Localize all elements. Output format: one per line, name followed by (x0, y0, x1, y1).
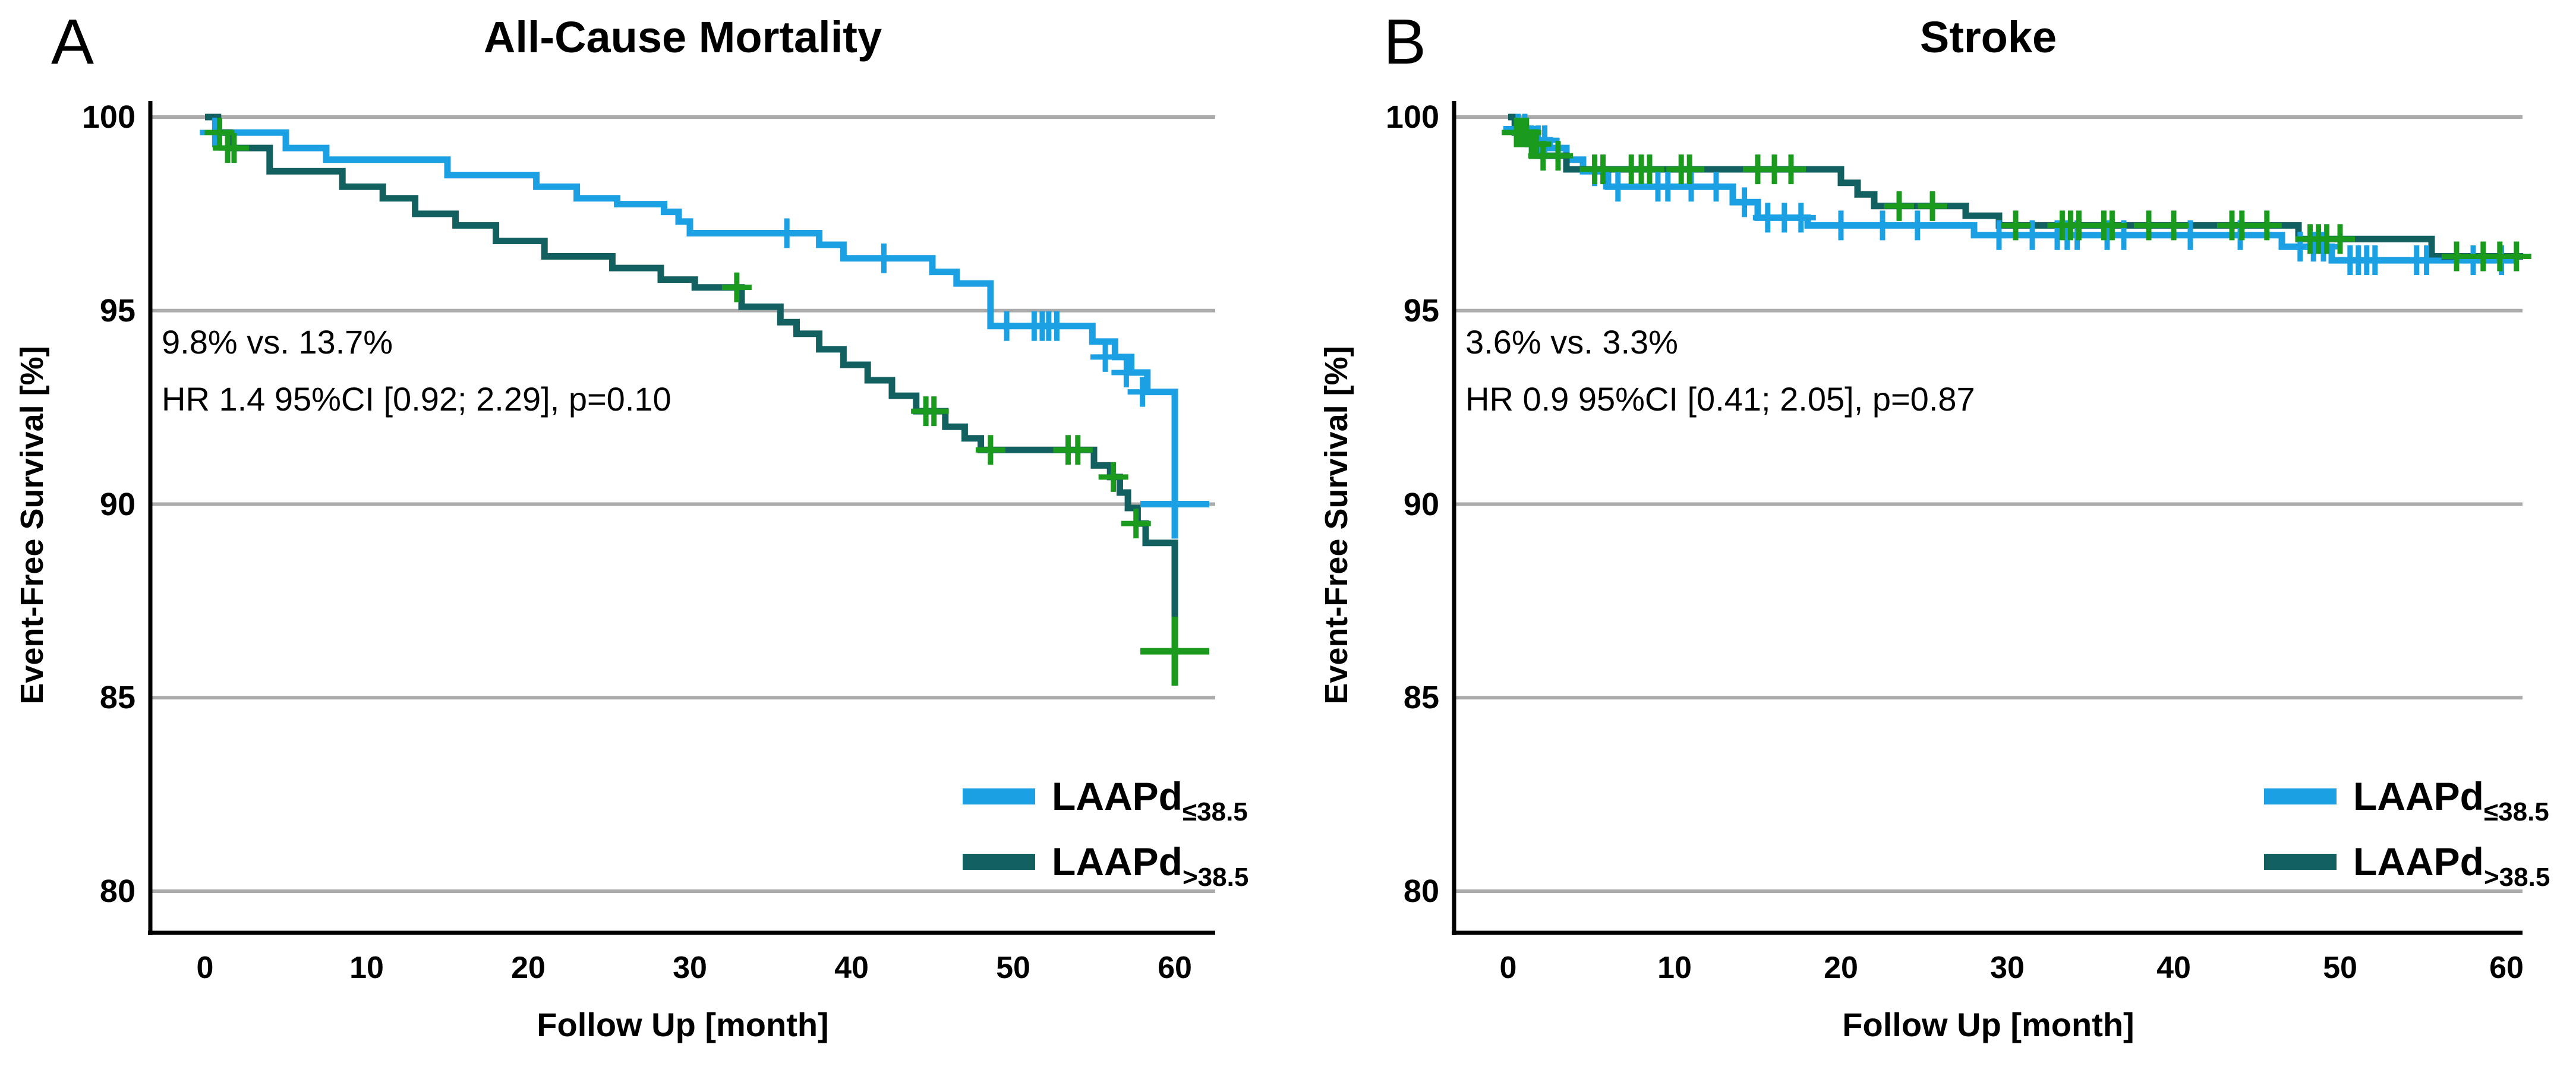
legend-swatch-blue (2264, 788, 2337, 804)
legend-label-base: LAAPd (1052, 774, 1183, 818)
legend-swatch-teal (2264, 853, 2337, 870)
legend-label-subscript: ≤38.5 (1182, 797, 1248, 826)
panel-b-x-tick-40: 40 (2156, 951, 2191, 985)
panel-b-x-tick-60: 60 (2489, 951, 2524, 985)
panel-b-letter: B (1383, 5, 1427, 77)
panel-a-annotation: 9.8% vs. 13.7% HR 1.4 95%CI [0.92; 2.29]… (162, 314, 671, 428)
legend-label: LAAPd>38.5 (2353, 839, 2550, 892)
legend-label-base: LAAPd (2353, 840, 2484, 883)
legend-label-base: LAAPd (1052, 840, 1183, 883)
panel-b-annotation-line1: 3.6% vs. 3.3% (1465, 323, 1678, 361)
legend-label-subscript: >38.5 (2483, 863, 2550, 892)
panel-b-y-tick-80: 80 (1403, 873, 1439, 909)
panel-a-x-axis-label: Follow Up [month] (537, 1006, 829, 1043)
panel-a-x-tick-10: 10 (349, 951, 384, 985)
legend-label: LAAPd>38.5 (1052, 839, 1248, 892)
legend-label: LAAPd≤38.5 (1052, 774, 1248, 826)
legend-item-laapd-gt38.5: LAAPd>38.5 (963, 833, 1248, 892)
panel-a-title: All-Cause Mortality (483, 12, 882, 62)
panel-b-y-tick-95: 95 (1403, 292, 1439, 329)
panel-b-y-tick-100: 100 (1385, 99, 1439, 135)
legend-label-subscript: >38.5 (1182, 863, 1249, 892)
panel-a-x-tick-40: 40 (834, 951, 869, 985)
panel-b-x-tick-20: 20 (1824, 951, 1858, 985)
panel-a-x-tick-20: 20 (511, 951, 546, 985)
panel-a-x-tick-60: 60 (1158, 951, 1192, 985)
panel-b-y-tick-90: 90 (1403, 486, 1439, 522)
panel-a-y-tick-85: 85 (99, 680, 135, 716)
panel-a-x-tick-30: 30 (673, 951, 707, 985)
panel-b-x-tick-30: 30 (1990, 951, 2025, 985)
legend-item-laapd-gt38.5: LAAPd>38.5 (2264, 833, 2550, 892)
panel-b-x-tick-0: 0 (1499, 951, 1517, 985)
panel-a-legend: LAAPd≤38.5 LAAPd>38.5 (963, 768, 1248, 892)
panel-a-x-tick-50: 50 (996, 951, 1030, 985)
legend-label-subscript: ≤38.5 (2483, 797, 2549, 826)
legend-item-laapd-le38.5: LAAPd≤38.5 (2264, 768, 2550, 826)
panel-a-annotation-line2: HR 1.4 95%CI [0.92; 2.29], p=0.10 (162, 380, 671, 418)
panel-a-y-tick-95: 95 (99, 292, 135, 329)
panel-a-y-tick-80: 80 (99, 873, 135, 909)
panel-a-x-tick-0: 0 (196, 951, 214, 985)
legend-label-base: LAAPd (2353, 774, 2484, 818)
panel-b-x-tick-50: 50 (2323, 951, 2357, 985)
panel-a-annotation-line1: 9.8% vs. 13.7% (162, 323, 393, 361)
panel-b-annotation: 3.6% vs. 3.3% HR 0.9 95%CI [0.41; 2.05],… (1465, 314, 1975, 428)
panel-b-y-tick-85: 85 (1403, 680, 1439, 716)
panel-a-y-tick-100: 100 (81, 99, 135, 135)
panel-b-x-tick-10: 10 (1657, 951, 1692, 985)
legend-label: LAAPd≤38.5 (2353, 774, 2549, 826)
panel-b-title: Stroke (1919, 12, 2057, 62)
legend-item-laapd-le38.5: LAAPd≤38.5 (963, 768, 1248, 826)
panel-b-legend: LAAPd≤38.5 LAAPd>38.5 (2264, 768, 2550, 892)
panel-b-annotation-line2: HR 0.9 95%CI [0.41; 2.05], p=0.87 (1465, 380, 1975, 418)
panel-a-letter: A (51, 5, 94, 77)
legend-swatch-teal (963, 853, 1035, 870)
panel-b-x-axis-label: Follow Up [month] (1842, 1006, 2134, 1043)
panel-a-y-tick-90: 90 (99, 486, 135, 522)
legend-swatch-blue (963, 788, 1035, 804)
